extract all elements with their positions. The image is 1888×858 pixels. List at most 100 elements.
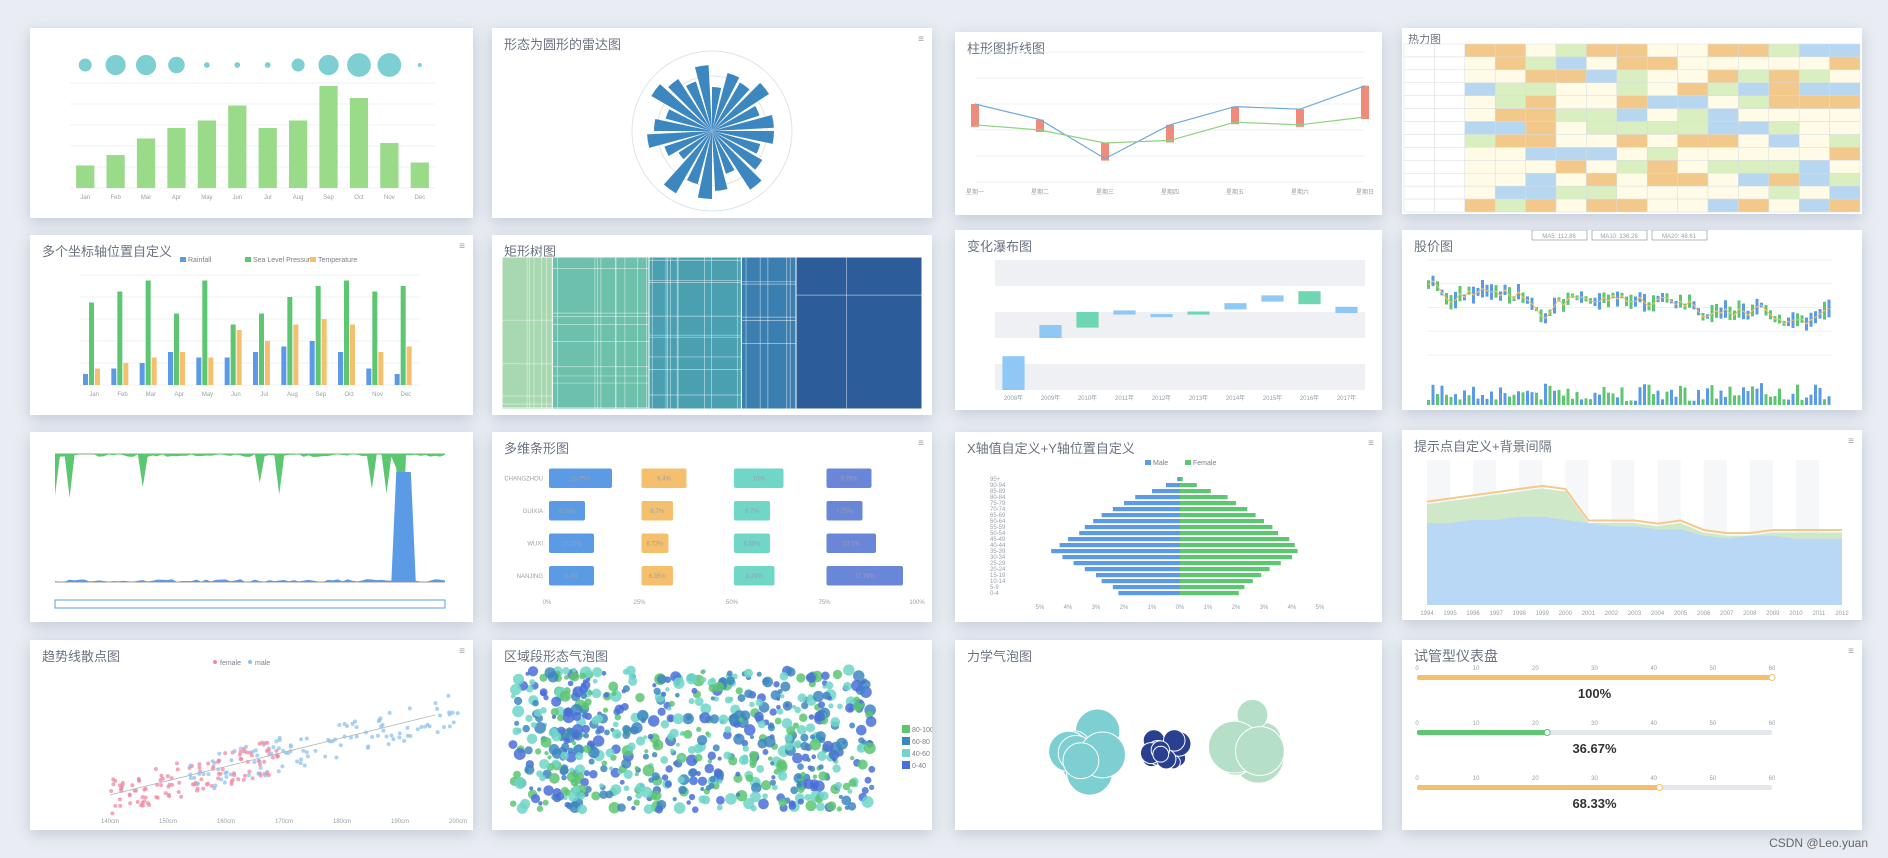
bubble bbox=[705, 784, 712, 791]
heatmap-cell bbox=[1829, 82, 1861, 96]
bar bbox=[236, 330, 242, 385]
bubble bbox=[539, 758, 550, 770]
scatter-point bbox=[175, 767, 180, 772]
bubble bbox=[811, 754, 817, 760]
volume-bar bbox=[1661, 399, 1664, 405]
x-tick-label: 50% bbox=[726, 600, 739, 606]
bar bbox=[309, 341, 315, 385]
scatter-point bbox=[170, 782, 175, 787]
gauge-tick: 10 bbox=[1473, 666, 1480, 672]
bar bbox=[641, 566, 673, 586]
bubble bbox=[667, 706, 672, 711]
scatter-point bbox=[407, 706, 412, 711]
heatmap-cell bbox=[1616, 121, 1648, 135]
polar-bar bbox=[678, 131, 712, 160]
heatmap-cell bbox=[1768, 56, 1800, 71]
candle-line-chart: 星期一 星期二 星期三 星期四 星期五 星期六 星期日 bbox=[966, 51, 1374, 196]
bubble bbox=[622, 731, 631, 740]
scatter-point bbox=[451, 720, 456, 725]
scatter-point bbox=[238, 746, 243, 751]
bubble bbox=[661, 774, 669, 781]
bubble bbox=[622, 724, 631, 734]
bubble bbox=[735, 771, 741, 777]
female-bar bbox=[1180, 525, 1273, 530]
bubble bbox=[738, 755, 749, 766]
bar bbox=[196, 357, 202, 385]
bubble bbox=[592, 735, 605, 747]
x-tick-label: Jul bbox=[260, 392, 268, 398]
series-line bbox=[974, 85, 1366, 160]
y-tick-label: 30-34 bbox=[990, 555, 1006, 561]
y-tick-label: 85-89 bbox=[990, 489, 1006, 495]
menu-icon[interactable]: ≡ bbox=[918, 438, 924, 449]
bar-label: 13.75% bbox=[570, 476, 591, 482]
heatmap-cell bbox=[1738, 172, 1770, 187]
bubble bbox=[509, 800, 517, 807]
bubble bbox=[750, 782, 762, 793]
bar bbox=[293, 324, 299, 385]
menu-icon[interactable]: ≡ bbox=[1848, 646, 1854, 657]
heatmap-cell bbox=[1464, 172, 1496, 187]
bubble bbox=[575, 752, 584, 761]
polar-bar bbox=[697, 131, 712, 199]
bubble bbox=[865, 716, 877, 727]
bar-label: 9.4% bbox=[565, 574, 579, 580]
bubble bbox=[794, 706, 801, 714]
scatter-point bbox=[435, 730, 440, 735]
scatter-point bbox=[387, 710, 392, 715]
heatmap-cell bbox=[1464, 147, 1496, 161]
x-tick-label: Aug bbox=[293, 195, 304, 201]
scatter-point bbox=[136, 778, 141, 783]
scatter-point bbox=[354, 734, 359, 739]
bubble bbox=[726, 670, 733, 677]
x-tick-label: 2006 bbox=[1697, 611, 1711, 617]
menu-icon[interactable]: ≡ bbox=[459, 241, 465, 252]
bubble bbox=[718, 714, 729, 725]
gauge-value: 68.33% bbox=[1572, 796, 1617, 811]
bubble bbox=[768, 722, 775, 729]
menu-icon[interactable]: ≡ bbox=[1848, 436, 1854, 447]
scatter-point bbox=[270, 755, 275, 760]
heatmap-cell bbox=[1494, 82, 1526, 96]
bar bbox=[344, 280, 349, 385]
menu-icon[interactable]: ≡ bbox=[459, 646, 465, 657]
volume-bar bbox=[1791, 393, 1795, 405]
bubble bbox=[635, 782, 646, 793]
bubble bbox=[581, 702, 590, 711]
scatter-point bbox=[305, 754, 310, 759]
polar-bar bbox=[712, 131, 761, 154]
volume-bar bbox=[1481, 394, 1484, 405]
x-tick-label: 1997 bbox=[1489, 611, 1503, 617]
bubble bbox=[760, 780, 772, 791]
chart-panel-11: X轴值自定义+Y轴位置自定义 ≡ Male Female 0-4 5-9 10-14 15… bbox=[955, 432, 1382, 622]
bubble bbox=[790, 786, 799, 795]
female-bar bbox=[1180, 549, 1298, 554]
bubble bbox=[723, 751, 732, 760]
menu-icon[interactable]: ≡ bbox=[918, 34, 924, 45]
volume-bar bbox=[1643, 384, 1646, 405]
scatter-point bbox=[264, 748, 269, 753]
bubble bbox=[571, 785, 581, 795]
x-tick-label: 星期四 bbox=[1161, 188, 1179, 196]
bubble bbox=[540, 690, 546, 697]
bubble bbox=[588, 758, 595, 765]
bubble bbox=[516, 802, 528, 814]
bar-label: 8.7% bbox=[745, 509, 759, 515]
heatmap-cell bbox=[1555, 69, 1587, 84]
female-bar bbox=[1180, 567, 1270, 572]
bubble bbox=[591, 716, 600, 725]
bubble bbox=[853, 702, 863, 712]
volume-bar bbox=[1706, 388, 1709, 405]
bubble bbox=[776, 759, 787, 770]
volume-bar bbox=[1697, 390, 1700, 405]
menu-icon[interactable]: ≡ bbox=[1368, 438, 1374, 449]
scatter-point bbox=[256, 758, 261, 763]
chart-panel-1: Jan Feb Mar Apr May Jun Jul Aug Sep Oct Nov Dec bbox=[30, 28, 473, 218]
heatmap-cell bbox=[1403, 95, 1435, 109]
polar-ring bbox=[631, 50, 793, 212]
bubble bbox=[561, 774, 567, 781]
bubble bbox=[837, 703, 843, 710]
gauge-tick: 50 bbox=[1709, 776, 1716, 782]
bar bbox=[394, 374, 400, 385]
bubble bbox=[778, 798, 787, 807]
